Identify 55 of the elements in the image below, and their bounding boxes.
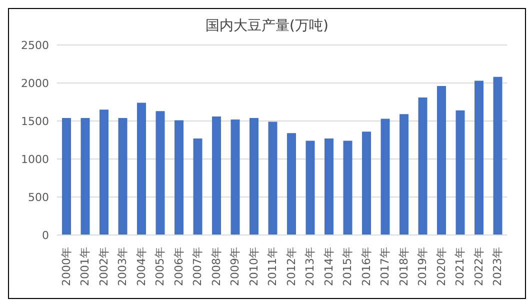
x-tick-label: 2000年 <box>60 247 73 286</box>
bar <box>100 110 108 235</box>
y-tick-label: 500 <box>28 190 49 204</box>
bar <box>62 118 71 235</box>
bar <box>474 80 484 235</box>
bar <box>118 118 128 235</box>
bar <box>437 86 446 235</box>
x-tick-label: 2013年 <box>304 247 317 286</box>
x-tick-label: 2008年 <box>210 247 223 286</box>
x-tick-label: 2003年 <box>116 247 130 286</box>
x-tick-label: 2019年 <box>416 247 430 286</box>
bar <box>156 111 165 235</box>
y-tick-label: 1500 <box>21 114 49 128</box>
x-tick-label: 2016年 <box>360 247 373 286</box>
bar <box>287 133 296 235</box>
x-tick-label: 2007年 <box>191 247 204 286</box>
x-tick-label: 2017年 <box>378 247 392 286</box>
x-tick-label: 2004年 <box>134 247 148 286</box>
x-tick-label: 2006年 <box>172 247 186 286</box>
bar <box>250 118 258 235</box>
chart-title: 国内大豆产量(万吨) <box>204 17 330 36</box>
bar <box>362 132 371 235</box>
bar <box>456 110 465 235</box>
bar <box>80 118 90 235</box>
x-tick-label: 2020年 <box>434 247 448 286</box>
x-tick-label: 2023年 <box>491 247 504 286</box>
y-tick-label: 0 <box>42 228 49 242</box>
x-tick-label: 2014年 <box>322 247 336 286</box>
x-tick-label: 2002年 <box>97 247 110 286</box>
bar <box>268 122 278 235</box>
bar <box>230 119 240 235</box>
bar <box>418 97 428 235</box>
bar <box>343 140 352 235</box>
bar <box>306 140 315 235</box>
bar <box>174 120 184 235</box>
x-tick-label: 2001年 <box>78 247 92 286</box>
x-tick-label: 2009年 <box>228 247 242 286</box>
bar <box>193 138 202 235</box>
x-tick-label: 2022年 <box>472 247 486 286</box>
bar <box>400 114 408 235</box>
bar <box>380 118 390 235</box>
bar <box>212 116 221 235</box>
bar <box>324 138 334 235</box>
x-tick-label: 2011年 <box>266 247 280 286</box>
bar <box>137 102 146 235</box>
y-tick-label: 2000 <box>21 76 49 90</box>
y-tick-label: 2500 <box>21 38 49 52</box>
y-tick-label: 1000 <box>21 152 49 166</box>
x-tick-label: 2005年 <box>154 247 167 286</box>
bar <box>493 76 502 235</box>
x-tick-label: 2015年 <box>341 247 354 286</box>
x-tick-label: 2021年 <box>454 247 467 286</box>
x-tick-label: 2010年 <box>247 247 260 286</box>
x-tick-label: 2018年 <box>397 247 410 286</box>
x-tick-label: 2012年 <box>284 247 298 286</box>
